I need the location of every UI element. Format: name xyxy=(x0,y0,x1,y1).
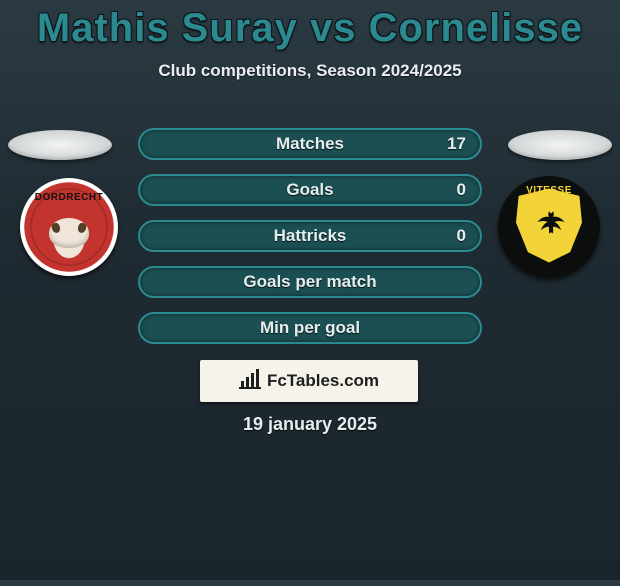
stat-row-goals: Goals 0 xyxy=(138,174,482,206)
stat-row-hattricks: Hattricks 0 xyxy=(138,220,482,252)
player-left-avatar xyxy=(8,130,112,160)
stats-column: Matches 17 Goals 0 Hattricks 0 Goals per… xyxy=(138,128,482,358)
club-badge-right: VITESSE xyxy=(498,176,600,278)
date-label: 19 january 2025 xyxy=(0,414,620,435)
watermark: FcTables.com xyxy=(200,360,418,402)
watermark-text: FcTables.com xyxy=(267,371,379,391)
stat-label: Hattricks xyxy=(140,222,480,250)
stat-label: Min per goal xyxy=(140,314,480,342)
subtitle: Club competitions, Season 2024/2025 xyxy=(0,61,620,81)
club-badge-left-emblem xyxy=(49,218,89,248)
player-right-avatar xyxy=(508,130,612,160)
stat-label: Goals xyxy=(140,176,480,204)
stat-row-goals-per-match: Goals per match xyxy=(138,266,482,298)
page-title: Mathis Suray vs Cornelisse xyxy=(0,6,620,51)
eagle-icon xyxy=(532,205,566,245)
stat-right-value: 17 xyxy=(447,130,466,158)
club-badge-left-label: DORDRECHT xyxy=(20,192,118,203)
stat-row-min-per-goal: Min per goal xyxy=(138,312,482,344)
stat-row-matches: Matches 17 xyxy=(138,128,482,160)
stat-label: Goals per match xyxy=(140,268,480,296)
bar-chart-icon xyxy=(239,369,261,394)
stat-right-value: 0 xyxy=(457,176,466,204)
stat-label: Matches xyxy=(140,130,480,158)
stat-right-value: 0 xyxy=(457,222,466,250)
club-badge-left: DORDRECHT xyxy=(20,178,118,276)
